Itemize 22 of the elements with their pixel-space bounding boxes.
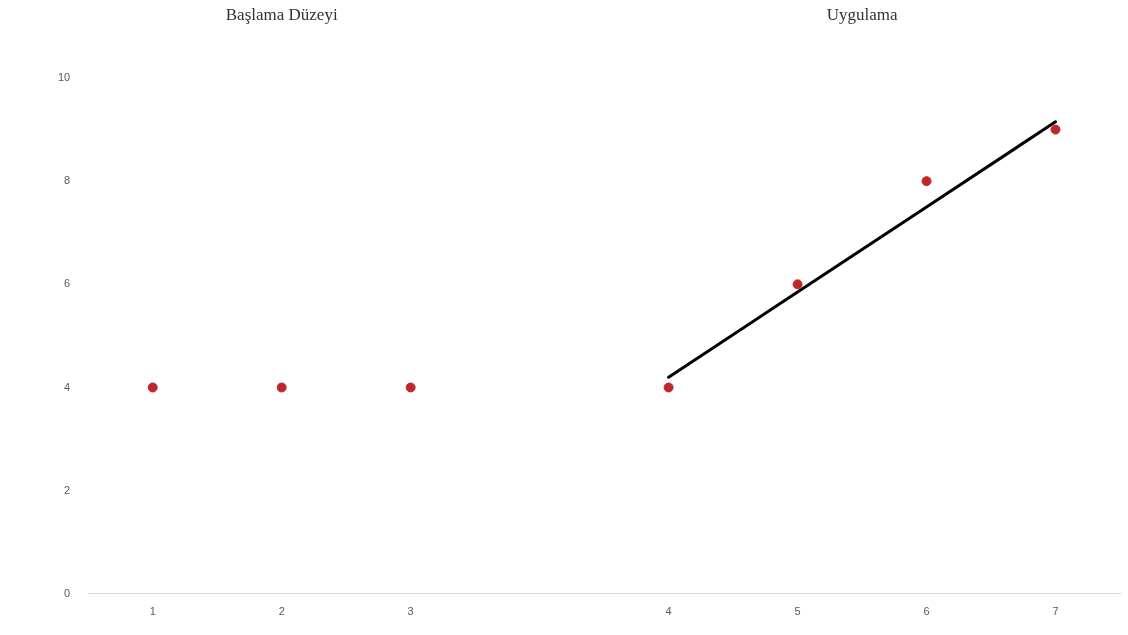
point — [405, 382, 416, 393]
point — [276, 382, 287, 393]
y-tick-label: 10 — [57, 71, 71, 84]
y-tick-label: 4 — [64, 380, 71, 393]
x-tick-label: 4 — [665, 605, 672, 618]
y-tick-label: 8 — [64, 174, 71, 187]
point — [663, 382, 674, 393]
x-tick-label: 2 — [278, 605, 285, 618]
x-tick-label: 6 — [923, 605, 930, 618]
x-tick-label: 7 — [1052, 605, 1059, 618]
x-tick-label: 5 — [794, 605, 801, 618]
x-tick-label: 1 — [149, 605, 156, 618]
x-tick-label: 3 — [407, 605, 414, 618]
text: Uygulama — [826, 5, 898, 25]
y-tick-label: 0 — [64, 586, 71, 599]
y-tick-label: 6 — [64, 277, 71, 290]
point — [1050, 124, 1061, 135]
text: Başlama Düzeyi — [225, 5, 338, 25]
y-tick-label: 2 — [64, 483, 71, 496]
point — [147, 382, 158, 393]
point — [921, 176, 932, 187]
point — [792, 279, 803, 290]
